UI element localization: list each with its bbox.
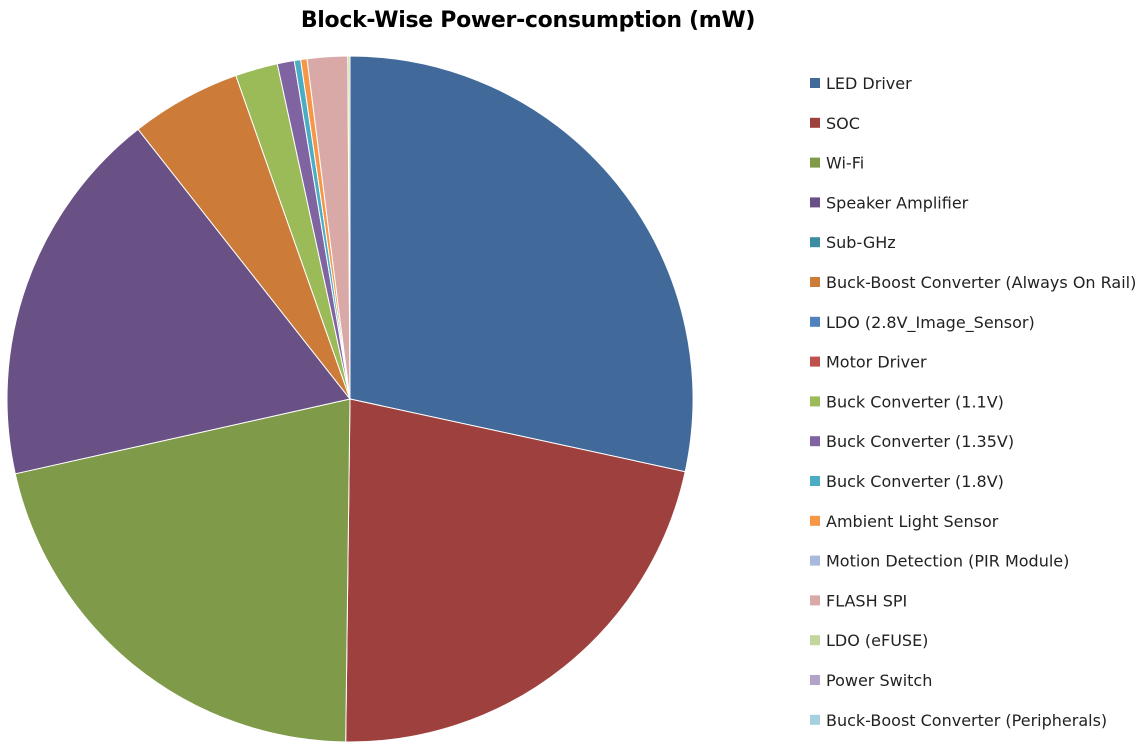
legend-label: Power Switch [826, 671, 932, 690]
legend-label: Ambient Light Sensor [826, 512, 999, 531]
legend-swatch [810, 356, 820, 367]
legend-label: Sub-GHz [826, 233, 896, 252]
legend-swatch [810, 197, 820, 208]
legend-swatch [810, 635, 820, 646]
legend-label: Motion Detection (PIR Module) [826, 552, 1069, 571]
legend-swatch [810, 595, 820, 606]
legend-label: Buck Converter (1.8V) [826, 472, 1004, 491]
legend-swatch [810, 555, 820, 566]
legend-swatch [810, 78, 820, 88]
legend-swatch [810, 714, 820, 725]
legend-label: Motor Driver [826, 353, 927, 372]
pie-slice-3 [6, 128, 351, 475]
pie-slice-1 [345, 398, 686, 743]
legend-swatch [810, 436, 820, 447]
pie-slice-2 [14, 398, 351, 743]
legend-swatch [810, 157, 820, 168]
legend-swatch [810, 675, 820, 685]
legend-label: Buck-Boost Converter (Always On Rail) [826, 273, 1136, 292]
legend-label: Buck Converter (1.35V) [826, 432, 1014, 451]
legend-label: LED Driver [826, 74, 912, 93]
legend-label: LDO (eFUSE) [826, 631, 928, 650]
legend-swatch [810, 277, 820, 287]
legend-label: Buck Converter (1.1V) [826, 392, 1004, 411]
pie-slice-14 [347, 55, 351, 400]
legend-swatch [810, 117, 820, 128]
legend-swatch [810, 476, 820, 486]
legend-swatch [810, 515, 820, 526]
legend-label: Speaker Amplifier [826, 193, 969, 212]
pie-slice-0 [349, 55, 694, 473]
legend-swatch [810, 396, 820, 407]
legend-swatch [810, 316, 820, 327]
legend-label: FLASH SPI [826, 591, 907, 610]
legend-label: LDO (2.8V_Image_Sensor) [826, 313, 1035, 333]
legend-label: Wi-Fi [826, 154, 864, 173]
chart-title: Block-Wise Power-consumption (mW) [300, 8, 756, 33]
legend-label: Buck-Boost Converter (Peripherals) [826, 711, 1107, 730]
legend-swatch [810, 237, 820, 248]
legend-label: SOC [826, 114, 860, 133]
legend: LED Driver SOC Wi-Fi Speaker Amplifier Sub-G… [810, 74, 1136, 730]
